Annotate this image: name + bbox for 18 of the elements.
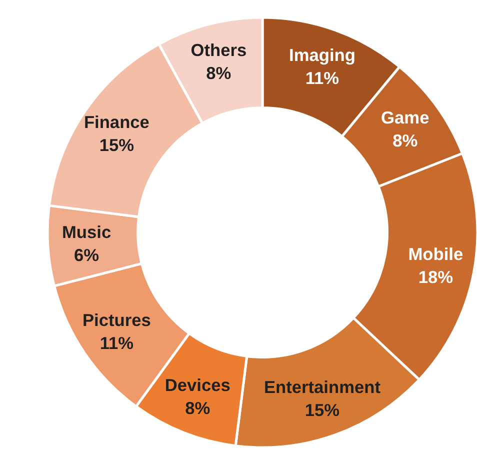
data-label: 15% [304, 400, 340, 420]
data-label: 11% [305, 68, 340, 88]
data-label: 11% [100, 333, 134, 354]
slice-label: Music [62, 222, 112, 242]
slice-label: Devices [164, 374, 230, 395]
slice-label: Finance [84, 112, 150, 132]
data-label: 8% [392, 130, 418, 150]
data-label: 8% [185, 398, 210, 418]
slice-label: Others [190, 40, 247, 60]
slice-label: Entertainment [264, 376, 381, 397]
data-label: 8% [206, 63, 232, 84]
slice-label: Game [381, 107, 430, 128]
data-label: 18% [418, 267, 454, 288]
slice-label: Mobile [408, 244, 464, 264]
data-label: 15% [99, 134, 134, 155]
slice-label: Imaging [289, 45, 356, 66]
data-label: 6% [74, 245, 100, 266]
slice-label: Pictures [82, 310, 151, 330]
